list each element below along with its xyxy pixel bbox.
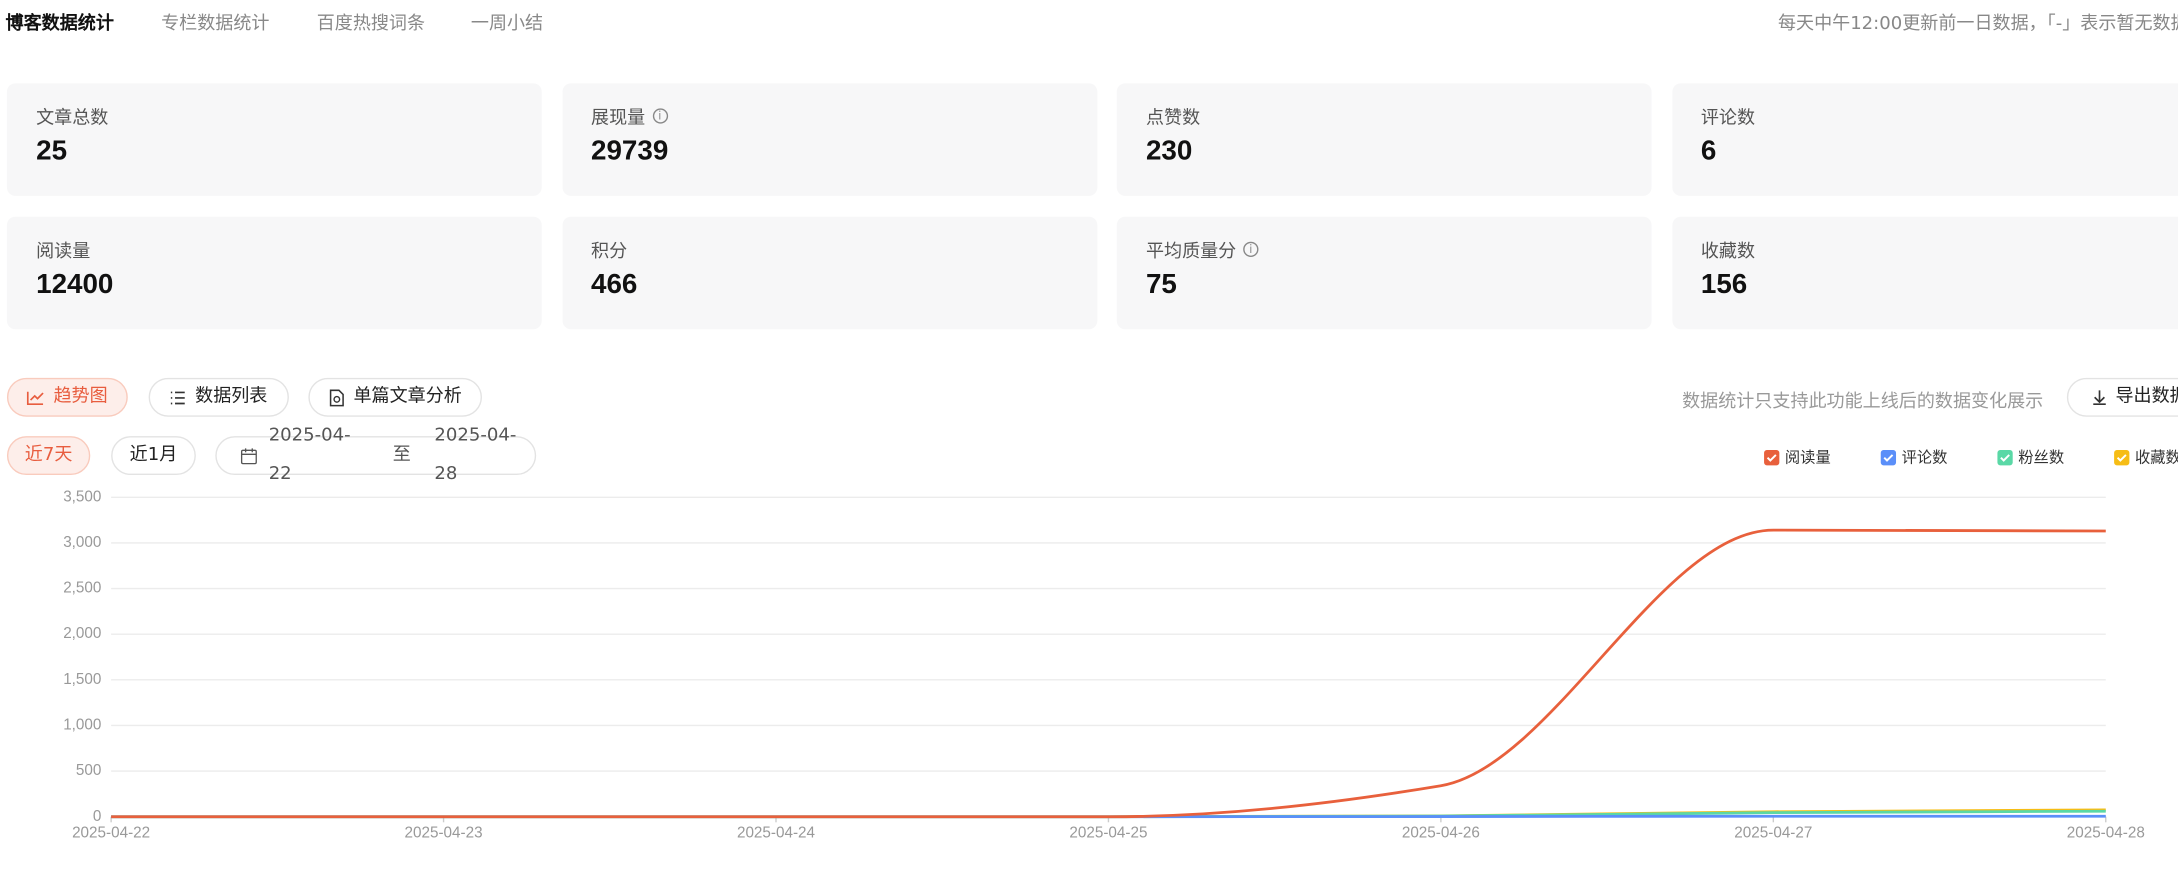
legend-checkbox bbox=[2114, 449, 2130, 465]
stat-label: 评论数 bbox=[1701, 103, 1755, 129]
check bbox=[2000, 453, 2010, 462]
legend-item[interactable]: 收藏数 bbox=[2114, 446, 2178, 468]
y-tick-label: 0 bbox=[93, 808, 101, 825]
legend-label: 阅读量 bbox=[1784, 448, 1831, 467]
label: 单篇文章分析 bbox=[353, 386, 462, 407]
label-text: 积分 bbox=[591, 240, 628, 262]
tab[interactable]: 博客数据统计 bbox=[5, 13, 114, 35]
x-tick-label: 2025-04-22 bbox=[72, 824, 150, 841]
tab[interactable]: 专栏数据统计 bbox=[161, 13, 270, 35]
legend-item[interactable]: 粉丝数 bbox=[1997, 446, 2114, 468]
stat-card: 阅读量 12400 bbox=[6, 215, 542, 329]
stat-label: 平均质量分 i bbox=[1145, 235, 1259, 262]
stat-card: 平均质量分 i 75 bbox=[1116, 215, 1652, 329]
legend-item[interactable]: 阅读量 bbox=[1764, 446, 1881, 468]
stat-value: 29739 bbox=[591, 136, 669, 167]
x-tick-label: 2025-04-25 bbox=[1069, 824, 1147, 841]
stat-label: 文章总数 bbox=[36, 103, 108, 129]
stat-label: 收藏数 bbox=[1700, 235, 1756, 262]
stat-value: 25 bbox=[36, 136, 68, 167]
separator: 至 bbox=[392, 444, 411, 466]
legend-checkbox bbox=[1997, 449, 2013, 465]
icon bbox=[27, 391, 45, 405]
view-button[interactable]: 趋势图 bbox=[6, 377, 128, 417]
stat-label: 阅读量 bbox=[36, 235, 91, 262]
stat-value: 230 bbox=[1145, 136, 1193, 167]
stat-value: 75 bbox=[1145, 268, 1177, 300]
stat-label: 积分 bbox=[591, 235, 628, 262]
legend-checkbox bbox=[1880, 449, 1897, 465]
label: 近7天 bbox=[24, 444, 73, 466]
label: 近1月 bbox=[129, 444, 178, 466]
update-note: 每天中午12:00更新前一日数据，「-」表示暂无数据 bbox=[1777, 13, 2178, 35]
y-tick-label: 1,000 bbox=[63, 717, 101, 734]
label: 数据列表 bbox=[195, 386, 268, 407]
range-button[interactable]: 近7天 bbox=[6, 436, 91, 476]
label-text: 文章总数 bbox=[36, 108, 109, 130]
label-text: 收藏数 bbox=[1700, 240, 1756, 262]
x-tick-label: 2025-04-26 bbox=[1402, 824, 1480, 841]
stat-value: 156 bbox=[1700, 268, 1748, 300]
hint: 数据统计只支持此功能上线后的数据变化展示 bbox=[1682, 391, 2044, 413]
y-tick-label: 3,500 bbox=[63, 488, 101, 505]
y-tick-label: 3,000 bbox=[63, 534, 101, 551]
view-button[interactable]: 单篇文章分析 bbox=[308, 377, 482, 417]
y-tick-label: 2,500 bbox=[63, 580, 101, 597]
x-tick-label: 2025-04-24 bbox=[737, 824, 816, 841]
stat-card: 文章总数 25 bbox=[6, 83, 542, 196]
y-tick-label: 1,500 bbox=[63, 671, 101, 688]
end-date: 2025-04-28 bbox=[434, 425, 517, 485]
stat-value: 6 bbox=[1700, 136, 1717, 167]
label-text: 评论数 bbox=[1700, 108, 1756, 130]
stat-card: 展现量 i 29739 bbox=[561, 83, 1097, 196]
y-tick-label: 500 bbox=[76, 762, 101, 779]
label-text: 展现量 bbox=[591, 108, 646, 130]
range-button[interactable]: 近1月 bbox=[111, 436, 196, 476]
stat-label: 展现量 i bbox=[591, 103, 668, 130]
legend-item[interactable]: 评论数 bbox=[1880, 446, 1998, 468]
export-button[interactable]: 导出数据 bbox=[2066, 377, 2178, 417]
check bbox=[1883, 453, 1894, 462]
y-tick-label: 2,000 bbox=[63, 625, 101, 642]
view-button[interactable]: 数据列表 bbox=[148, 377, 289, 417]
label: 导出数据 bbox=[2115, 386, 2178, 407]
stat-card: 积分 466 bbox=[561, 215, 1097, 329]
start-date: 2025-04-22 bbox=[268, 425, 351, 485]
label-text: 阅读量 bbox=[36, 240, 91, 262]
info-icon[interactable]: i bbox=[1243, 240, 1259, 257]
chart: 0 500 1,000 1,500 2,000 2,500 3,000 3,500 2025-0… bbox=[63, 488, 2145, 841]
legend-checkbox bbox=[1764, 449, 1780, 465]
date-picker[interactable]: 2025-04-22 至 2025-04-28 bbox=[215, 425, 537, 485]
icon bbox=[330, 388, 345, 406]
stat-value: 466 bbox=[591, 268, 638, 300]
check bbox=[1766, 453, 1777, 462]
info-icon[interactable]: i bbox=[652, 108, 668, 124]
tab[interactable]: 一周小结 bbox=[470, 13, 544, 35]
icon bbox=[171, 390, 186, 404]
stat-value: 12400 bbox=[36, 268, 114, 300]
label-text: 平均质量分 bbox=[1145, 240, 1237, 262]
x-tick-label: 2025-04-28 bbox=[2067, 824, 2145, 841]
legend-label: 评论数 bbox=[1901, 448, 1948, 467]
legend-label: 收藏数 bbox=[2134, 448, 2178, 467]
label-text: 点赞数 bbox=[1145, 108, 1201, 130]
check bbox=[2116, 453, 2127, 462]
legend: 阅读量 评论数 粉丝数 收藏数 bbox=[1764, 446, 2178, 468]
stat-card: 评论数 6 bbox=[1671, 83, 2178, 196]
stat-card: 收藏数 156 bbox=[1671, 215, 2178, 329]
stat-label: 点赞数 bbox=[1146, 103, 1200, 129]
tab[interactable]: 百度热搜词条 bbox=[316, 13, 426, 35]
icon bbox=[2093, 390, 2106, 406]
series-line bbox=[111, 528, 2106, 819]
stat-card: 点赞数 230 bbox=[1116, 83, 1652, 196]
legend-label: 粉丝数 bbox=[2018, 448, 2065, 467]
x-tick-label: 2025-04-27 bbox=[1734, 824, 1812, 841]
x-tick-label: 2025-04-23 bbox=[405, 824, 483, 841]
icon bbox=[240, 447, 257, 464]
label: 趋势图 bbox=[53, 386, 108, 407]
